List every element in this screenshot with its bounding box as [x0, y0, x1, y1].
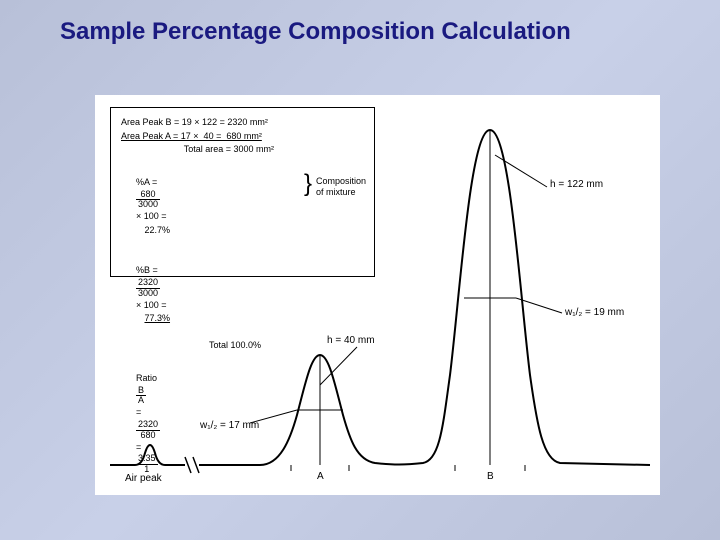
figure-container: Area Peak B = 19 × 122 = 2320 mm² Area P…: [95, 95, 660, 495]
break-mark-2: [193, 457, 199, 473]
page-title: Sample Percentage Composition Calculatio…: [60, 18, 571, 46]
peak-b-width-label: w₁/₂ = 19 mm: [565, 307, 624, 318]
break-mark-1: [185, 457, 191, 473]
peak-a-letter: A: [317, 471, 324, 482]
peak-a-width-label: w₁/₂ = 17 mm: [200, 420, 259, 431]
air-peak-label: Air peak: [125, 473, 162, 484]
peak-b-height-label: h = 122 mm: [550, 179, 603, 190]
leader-ha: [320, 347, 357, 385]
peak-b-letter: B: [487, 471, 494, 482]
baseline-left: [110, 445, 185, 465]
peak-a-height-label: h = 40 mm: [327, 335, 375, 346]
chromatogram-svg: [95, 95, 660, 495]
leader-hb: [495, 155, 547, 187]
